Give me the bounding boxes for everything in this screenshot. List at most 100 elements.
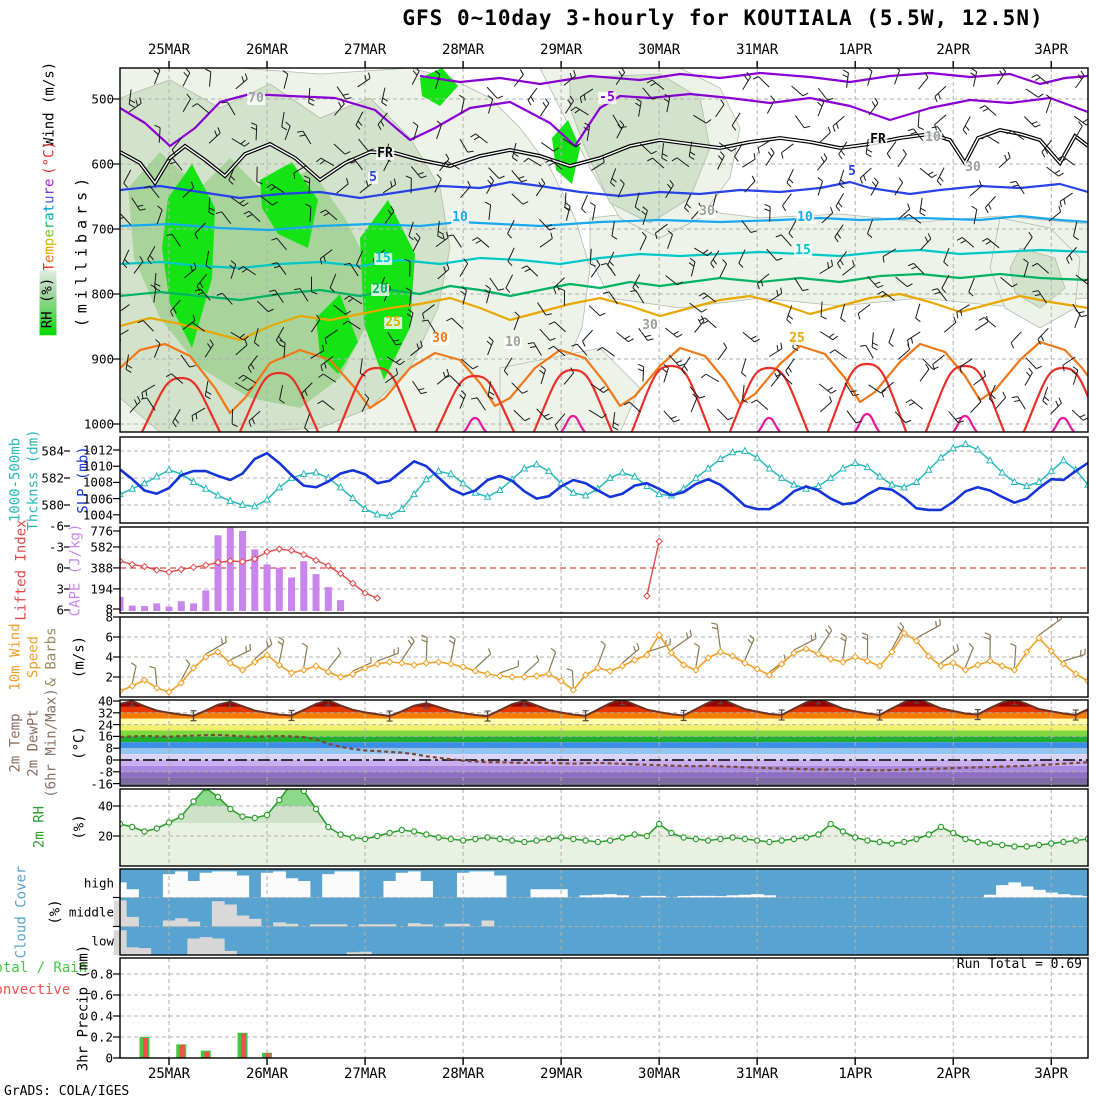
wind-barb <box>503 357 513 371</box>
date-label-bottom-26MAR: 26MAR <box>245 1066 289 1082</box>
rh2m-marker <box>361 835 369 843</box>
thickness-marker <box>986 455 994 464</box>
wind-barb <box>817 181 824 196</box>
thickness-marker <box>140 478 149 487</box>
cloud-bar-high <box>383 881 397 898</box>
wind10m-marker <box>655 631 663 639</box>
wind-barb <box>840 303 846 319</box>
wind-barb <box>629 401 641 413</box>
wind-barb <box>565 100 575 114</box>
wind-barb <box>1045 98 1052 114</box>
temp2m-axis-label-2: 2m DewPt <box>25 709 42 777</box>
wind-barb <box>916 624 941 639</box>
wind-barb <box>940 649 959 664</box>
li-marker <box>177 565 185 574</box>
cape-bar <box>337 600 345 611</box>
wind-barb <box>1063 653 1085 662</box>
diurnal-arc <box>924 364 1006 432</box>
cloud-bar-middle <box>383 924 397 927</box>
li-line <box>646 541 660 597</box>
wind-barb <box>329 273 337 288</box>
wind10m-marker <box>410 661 418 669</box>
rh-shade-region <box>162 164 215 348</box>
thickness-marker <box>496 485 504 494</box>
wind-barb <box>230 196 244 207</box>
precip-conv-bar <box>241 1033 247 1058</box>
wind-barb <box>1010 331 1022 344</box>
wind-barb <box>834 349 848 359</box>
panel-frame-p2 <box>119 436 1089 524</box>
wind-barb <box>275 326 285 341</box>
wind-barb <box>449 375 462 387</box>
wind-barb <box>766 100 775 114</box>
wind10m-line <box>120 631 1088 693</box>
thickness-marker <box>937 453 945 461</box>
wind-barb <box>222 292 233 305</box>
wind-barb <box>742 158 756 168</box>
temp-band <box>120 771 1088 778</box>
wind-barb <box>352 662 372 672</box>
wind-barb <box>538 218 550 231</box>
wind-barb <box>231 138 245 147</box>
temp2m-tick-0: 0 <box>105 752 113 768</box>
diurnal-arc <box>826 362 908 432</box>
temp-contour-20 <box>120 272 1088 302</box>
date-label-top-25MAR: 25MAR <box>147 42 191 58</box>
rh2m-tick-40: 40 <box>97 798 113 814</box>
cloud-bar-middle <box>481 920 495 927</box>
wind10m-marker <box>667 649 676 657</box>
rh2m-tick-20: 20 <box>97 828 113 844</box>
rh2m-marker <box>986 840 994 847</box>
wind-barb <box>461 358 474 370</box>
thickness-marker <box>434 466 443 475</box>
thickness-marker <box>581 491 590 499</box>
wind-barb <box>200 288 211 301</box>
rh2m-axis-label: 2m RH <box>31 805 48 849</box>
wind-barb <box>819 401 832 413</box>
rh2m-marker <box>680 834 687 841</box>
wind10m-marker <box>937 662 945 670</box>
wind-barb <box>410 346 423 357</box>
thickness-marker <box>655 489 663 498</box>
wind-barb <box>540 369 546 385</box>
thickness-marker <box>128 484 137 492</box>
wind-barb <box>943 322 957 333</box>
cape-bar <box>312 574 320 611</box>
wind-barb <box>413 125 419 141</box>
wind-barb <box>486 180 495 195</box>
rh2m-marker <box>888 840 896 847</box>
cloud-row-label-high: high <box>83 875 114 891</box>
wind-barb <box>868 102 879 116</box>
wind-barb <box>689 302 702 313</box>
contour-label--5: -5 <box>598 90 616 105</box>
wind-barb <box>1075 75 1085 89</box>
wind-barb <box>384 210 395 224</box>
wind-barb <box>436 124 443 140</box>
wind-barb <box>158 127 161 143</box>
wind-barb <box>988 384 996 399</box>
thickness-marker <box>250 501 259 510</box>
wind-barb <box>336 86 346 100</box>
temp-contour-30 <box>120 340 1088 415</box>
wind-barb <box>703 292 717 303</box>
wind-barb <box>499 665 519 674</box>
wind-barb <box>602 346 615 357</box>
wind-barb <box>156 209 163 225</box>
wind-barb <box>695 646 700 668</box>
rh2m-marker <box>582 837 589 844</box>
cloud-bar-high <box>493 875 507 898</box>
wind-barb <box>985 196 996 208</box>
date-label-bottom-28MAR: 28MAR <box>442 1066 485 1082</box>
wind-barb <box>888 328 895 343</box>
slp-tick-1012: 1012 <box>82 442 113 458</box>
thickness-marker <box>704 464 712 472</box>
wind-barb <box>882 248 897 257</box>
thickness-marker <box>348 493 357 502</box>
wind-barb <box>894 70 901 85</box>
wind-barb <box>283 342 286 358</box>
wind-barb <box>488 167 500 179</box>
wind-barb <box>563 372 575 385</box>
rh2m-marker <box>766 838 773 846</box>
temperature-letter: p <box>41 237 58 247</box>
